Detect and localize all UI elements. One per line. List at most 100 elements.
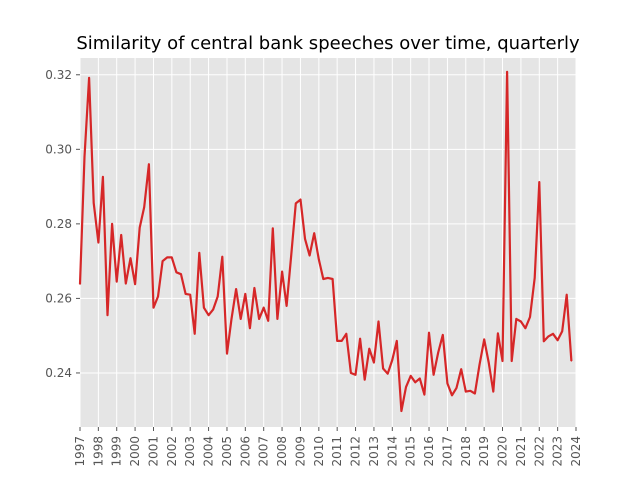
- data-point: [428, 332, 430, 334]
- data-point: [272, 227, 274, 229]
- x-tick-label: 2005: [220, 436, 234, 467]
- x-tick-label: 2000: [128, 436, 142, 467]
- data-point: [203, 307, 205, 309]
- data-point: [235, 288, 237, 290]
- grid-lines: [79, 58, 577, 427]
- data-point: [423, 394, 425, 396]
- data-point: [120, 234, 122, 236]
- data-point: [208, 314, 210, 316]
- x-tick-label: 2004: [202, 436, 216, 467]
- data-point: [276, 318, 278, 320]
- data-point: [299, 199, 302, 201]
- data-point: [116, 281, 118, 283]
- data-point: [111, 223, 113, 225]
- data-point: [286, 305, 288, 307]
- data-point: [309, 254, 311, 257]
- series-layer: [78, 70, 573, 413]
- data-point: [189, 294, 191, 296]
- data-point: [106, 314, 109, 316]
- data-point: [368, 348, 370, 350]
- plot-area: [80, 58, 576, 427]
- data-point: [263, 307, 265, 309]
- data-point: [501, 360, 504, 362]
- data-point: [465, 391, 467, 393]
- data-point: [313, 232, 315, 234]
- data-point: [396, 340, 398, 342]
- x-tick-label: 2012: [349, 436, 363, 467]
- data-point: [478, 364, 481, 366]
- x-axis: 1997 1998 1999 2000 2001 2002 2003 2004 2005 2006…: [73, 427, 583, 467]
- data-point: [226, 353, 228, 355]
- x-tick-label: 1999: [110, 436, 124, 467]
- y-tick-label: 0.24: [45, 366, 72, 380]
- data-point: [561, 330, 563, 332]
- data-point: [400, 410, 402, 412]
- data-point: [88, 77, 90, 79]
- data-point: [290, 254, 292, 257]
- data-point: [139, 227, 141, 229]
- x-tick-label: 2003: [183, 436, 197, 467]
- data-point: [405, 386, 407, 388]
- data-point: [382, 367, 384, 370]
- y-tick-label: 0.32: [45, 68, 72, 82]
- data-point: [336, 340, 338, 342]
- data-point: [538, 181, 540, 183]
- data-point: [387, 373, 389, 375]
- data-point: [180, 273, 182, 275]
- data-point: [529, 316, 531, 318]
- data-point: [304, 238, 306, 240]
- x-tick-label: 2009: [293, 436, 307, 467]
- data-point: [194, 333, 196, 335]
- x-tick-label: 2001: [146, 436, 160, 467]
- data-point: [134, 283, 136, 285]
- data-point: [295, 202, 297, 204]
- data-point: [217, 295, 219, 298]
- data-point: [488, 361, 490, 364]
- data-point: [244, 293, 246, 295]
- x-tick-label: 2019: [477, 436, 491, 467]
- data-point: [198, 252, 200, 254]
- data-point: [345, 333, 347, 335]
- data-point: [419, 377, 421, 380]
- data-point: [332, 278, 334, 280]
- data-point: [364, 379, 366, 381]
- x-tick-label: 2017: [440, 436, 454, 467]
- data-point: [524, 327, 527, 329]
- data-point: [143, 206, 145, 208]
- data-point: [373, 361, 375, 364]
- x-tick-label: 2016: [422, 436, 436, 467]
- data-point: [221, 256, 223, 258]
- data-point: [267, 320, 269, 322]
- x-tick-label: 1997: [73, 436, 87, 467]
- x-tick-label: 2015: [404, 436, 418, 467]
- x-tick-label: 2011: [330, 436, 344, 467]
- data-point: [547, 335, 550, 337]
- data-point: [414, 381, 416, 383]
- data-point: [492, 391, 494, 393]
- data-point: [433, 374, 435, 376]
- data-point: [230, 318, 233, 320]
- data-point: [350, 372, 352, 374]
- data-point: [83, 156, 86, 158]
- data-point: [515, 318, 517, 320]
- data-point: [253, 287, 255, 289]
- data-point: [543, 340, 545, 342]
- data-point: [93, 202, 95, 204]
- data-point: [557, 339, 559, 341]
- data-point: [359, 338, 361, 340]
- y-axis: 0.24 0.26 0.28 0.30 0.32: [45, 68, 80, 380]
- x-tick-label: 2010: [312, 436, 326, 467]
- x-tick-label: 2020: [496, 436, 510, 467]
- x-tick-label: 2023: [551, 436, 565, 467]
- data-point: [171, 256, 173, 258]
- data-point: [455, 387, 458, 389]
- data-point: [102, 176, 104, 178]
- data-point: [410, 375, 412, 377]
- data-point: [483, 338, 485, 340]
- data-point: [166, 256, 168, 258]
- data-point: [391, 359, 393, 361]
- data-point: [322, 278, 324, 280]
- data-point: [157, 295, 159, 298]
- data-point: [341, 340, 343, 342]
- data-point: [566, 294, 568, 296]
